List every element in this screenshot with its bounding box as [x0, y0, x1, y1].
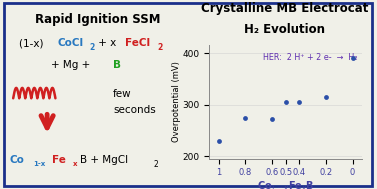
Text: (1-x): (1-x) [19, 39, 47, 48]
Text: B: B [113, 60, 121, 70]
Text: Crystalline MB Electrocat: Crystalline MB Electrocat [201, 2, 368, 15]
Text: few: few [113, 90, 132, 99]
Text: FeCl: FeCl [125, 39, 150, 48]
Point [242, 116, 248, 119]
Point [323, 95, 329, 98]
Text: + Mg +: + Mg + [51, 60, 93, 70]
Point [269, 118, 275, 121]
Text: 2: 2 [153, 160, 158, 169]
Point [216, 139, 222, 142]
Point [296, 101, 302, 104]
Text: 2: 2 [158, 43, 162, 52]
Text: H₂ Evolution: H₂ Evolution [244, 23, 325, 36]
Text: + x: + x [95, 39, 120, 48]
Text: CoCl: CoCl [57, 39, 84, 48]
Point [283, 101, 289, 104]
Text: seconds: seconds [113, 105, 156, 115]
X-axis label: Co$_{1-x}$Fe$_{x}$B: Co$_{1-x}$Fe$_{x}$B [257, 179, 314, 189]
Text: Rapid Ignition SSM: Rapid Ignition SSM [35, 13, 161, 26]
Text: HER:  2 H⁺ + 2 e-  →  H₂: HER: 2 H⁺ + 2 e- → H₂ [263, 53, 357, 62]
Point [349, 57, 356, 60]
Text: 1-x: 1-x [33, 161, 45, 167]
Y-axis label: Overpotential (mV): Overpotential (mV) [172, 62, 181, 143]
Text: Co: Co [9, 155, 24, 165]
Text: 2: 2 [89, 43, 95, 52]
Text: B + MgCl: B + MgCl [80, 155, 128, 165]
Text: x: x [72, 161, 77, 167]
Text: Fe: Fe [52, 155, 66, 165]
